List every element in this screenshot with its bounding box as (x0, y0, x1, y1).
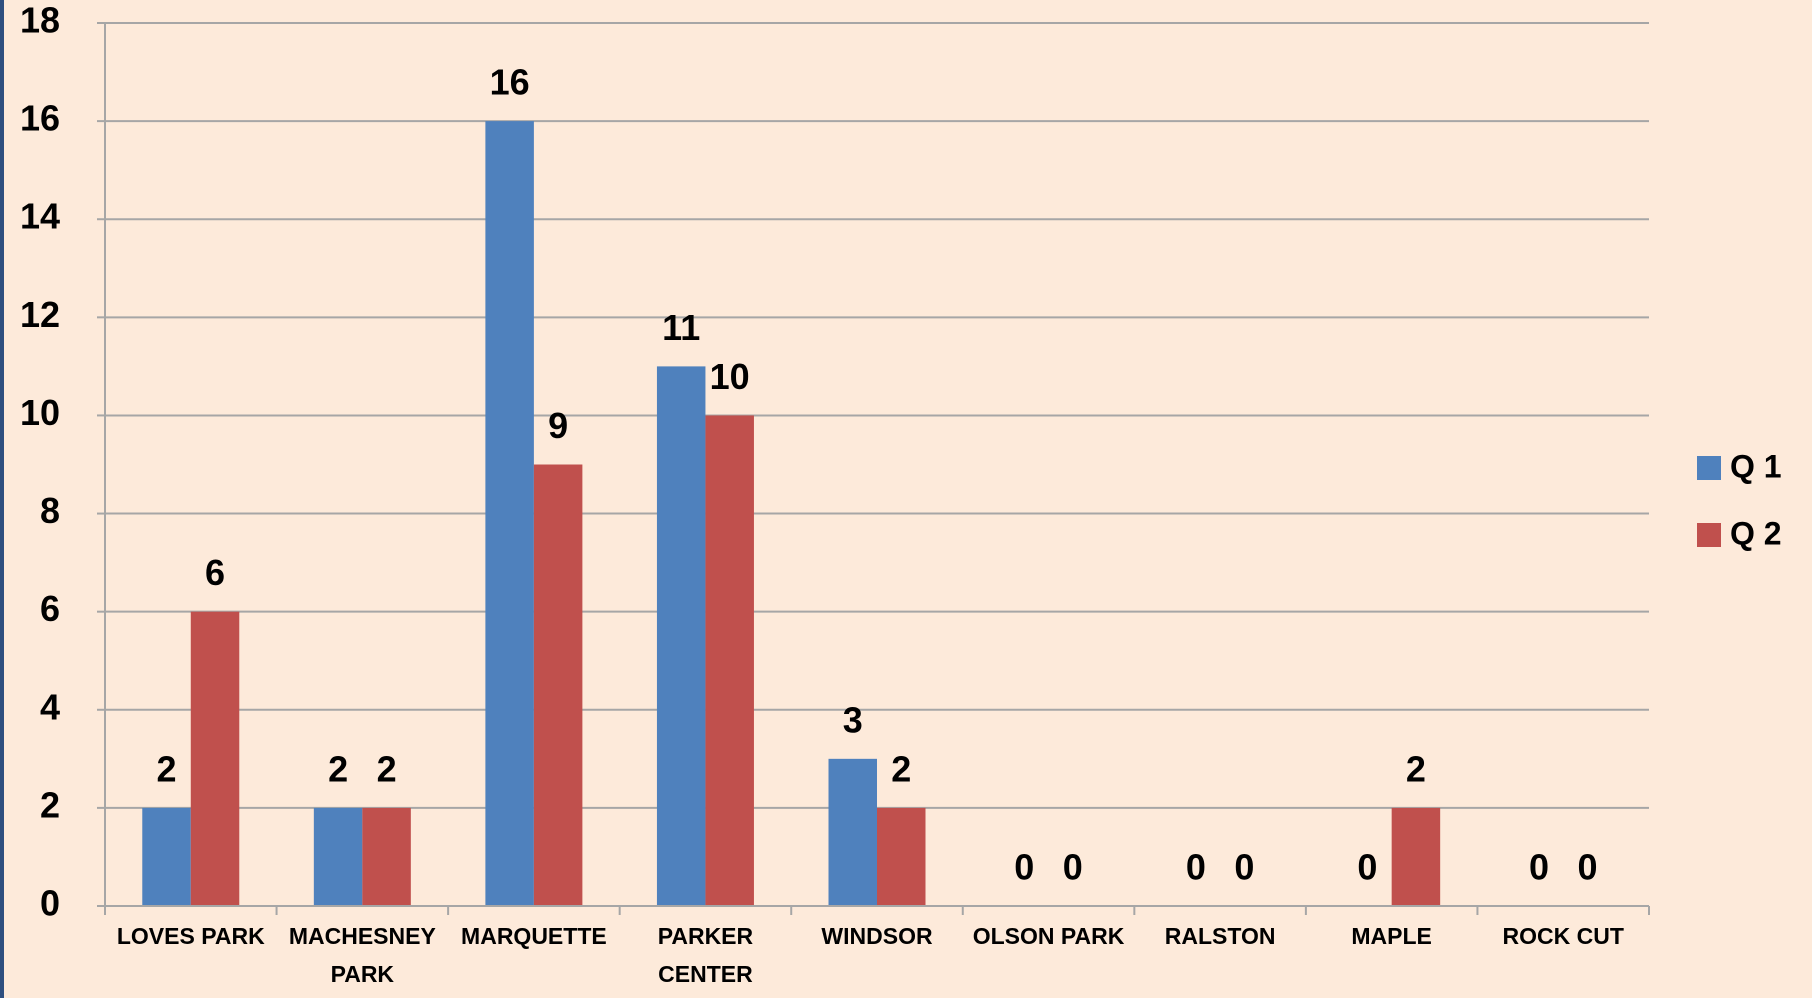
legend-swatch (1697, 456, 1721, 480)
x-tick-label: MARQUETTE (461, 923, 607, 949)
x-tick-label: MAPLE (1351, 923, 1432, 949)
bar (313, 807, 363, 906)
bar (1391, 807, 1441, 906)
y-tick-label: 10 (20, 392, 60, 433)
data-label: 2 (891, 748, 911, 789)
x-tick-label: RALSTON (1164, 923, 1276, 949)
bar (190, 611, 240, 906)
data-label: 0 (1063, 847, 1083, 888)
x-tick-label: WINDSOR (821, 923, 933, 949)
legend-swatch (1697, 523, 1721, 547)
legend-label: Q 2 (1730, 515, 1782, 551)
bar (362, 807, 411, 906)
x-tick-label: ROCK CUT (1502, 923, 1624, 949)
data-label: 0 (1234, 847, 1254, 888)
data-label: 0 (1186, 847, 1206, 888)
x-tick-label: MACHESNEY PARK (288, 923, 436, 987)
bar (705, 415, 754, 906)
bar (142, 807, 191, 906)
data-label: 16 (490, 62, 530, 103)
y-tick-label: 14 (20, 196, 60, 237)
data-label: 0 (1577, 847, 1597, 888)
left-edge (0, 0, 4, 998)
bar (828, 758, 877, 906)
bar (877, 807, 926, 906)
legend-label: Q 1 (1730, 448, 1782, 484)
data-label: 2 (377, 748, 397, 789)
bar (656, 366, 706, 906)
data-label: 6 (205, 552, 225, 593)
y-tick-label: 16 (20, 98, 60, 139)
data-label: 2 (328, 748, 348, 789)
data-label: 0 (1014, 847, 1034, 888)
data-label: 11 (662, 307, 700, 348)
x-tick-label: OLSON PARK (972, 923, 1125, 949)
bar (485, 121, 534, 907)
y-tick-label: 6 (40, 588, 60, 629)
data-label: 0 (1529, 847, 1549, 888)
y-tick-label: 18 (20, 0, 60, 41)
data-label: 9 (548, 405, 568, 446)
y-tick-label: 2 (40, 784, 60, 825)
data-label: 10 (710, 356, 750, 397)
data-label: 2 (157, 748, 177, 789)
data-label: 0 (1357, 847, 1377, 888)
bar (533, 464, 583, 906)
x-tick-label: PARKER CENTER (657, 923, 754, 987)
data-label: 2 (1406, 748, 1426, 789)
data-label: 3 (843, 699, 863, 740)
x-tick-label: LOVES PARK (116, 923, 265, 949)
y-tick-label: 0 (40, 883, 60, 924)
y-tick-label: 12 (20, 294, 60, 335)
y-tick-label: 4 (40, 686, 60, 727)
y-tick-label: 8 (40, 490, 60, 531)
